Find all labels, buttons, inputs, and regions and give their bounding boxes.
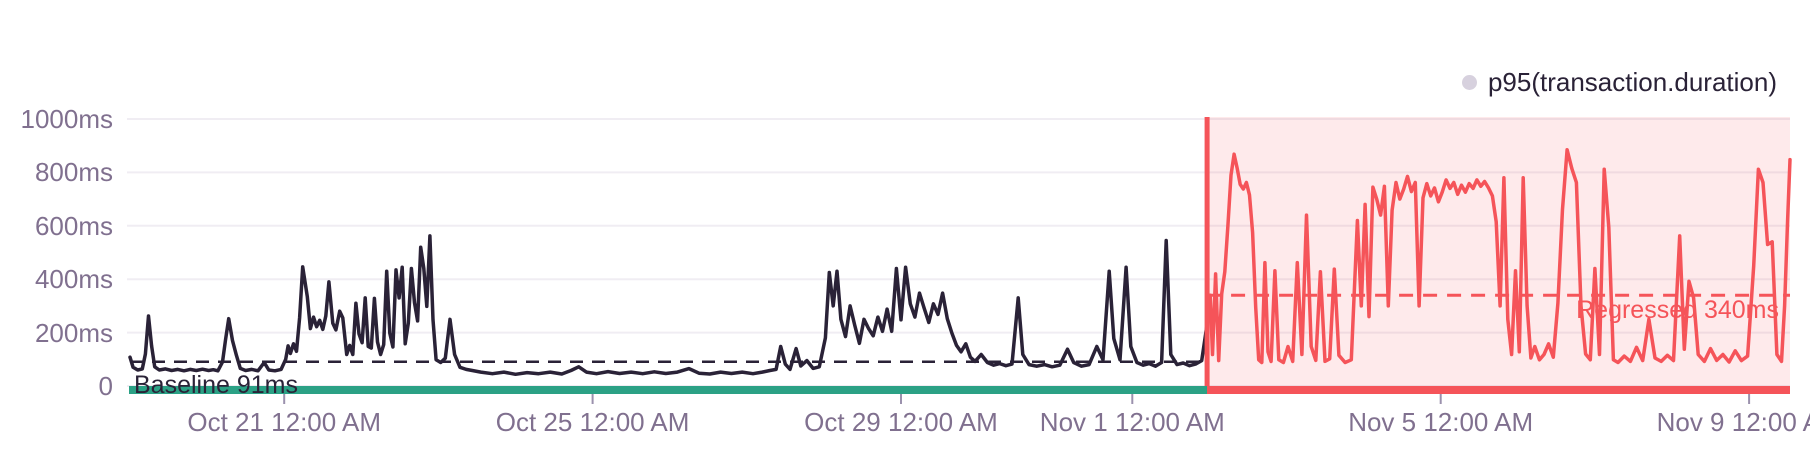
regressed-series-line[interactable]: [1205, 147, 1792, 365]
legend-dot-icon: [1461, 75, 1477, 90]
x-axis-label-oct-21-12-00-am: Oct 21 12:00 AM: [187, 407, 382, 437]
regressed-period-bar: [1207, 386, 1790, 394]
baseline-period-bar: [129, 386, 1208, 394]
x-axis-label-oct-25-12-00-am: Oct 25 12:00 AM: [495, 407, 690, 437]
y-axis-label-1000ms: 1000ms: [20, 104, 114, 134]
y-axis-label-200ms: 200ms: [34, 317, 113, 348]
breakpoint-line: [1204, 117, 1210, 394]
y-axis-label-600ms: 600ms: [34, 210, 113, 241]
baseline-series-line[interactable]: [128, 234, 1209, 377]
regressed-label: Regressed 340ms: [1576, 296, 1779, 324]
baseline-label: Baseline 91ms: [134, 371, 298, 399]
legend-item-p95[interactable]: p95(transaction.duration): [1461, 67, 1777, 98]
legend-label: p95(transaction.duration): [1487, 67, 1777, 97]
x-axis-label-nov-9-12-00-am: Nov 9 12:00 AM: [1656, 407, 1810, 437]
y-axis-label-400ms: 400ms: [34, 264, 113, 295]
y-axis-label-0: 0: [98, 371, 113, 401]
x-axis-label-nov-5-12-00-am: Nov 5 12:00 AM: [1348, 407, 1534, 437]
x-axis-label-oct-29-12-00-am: Oct 29 12:00 AM: [804, 407, 998, 437]
y-axis-label-800ms: 800ms: [34, 157, 113, 188]
x-axis-label-nov-1-12-00-am: Nov 1 12:00 AM: [1039, 407, 1225, 437]
